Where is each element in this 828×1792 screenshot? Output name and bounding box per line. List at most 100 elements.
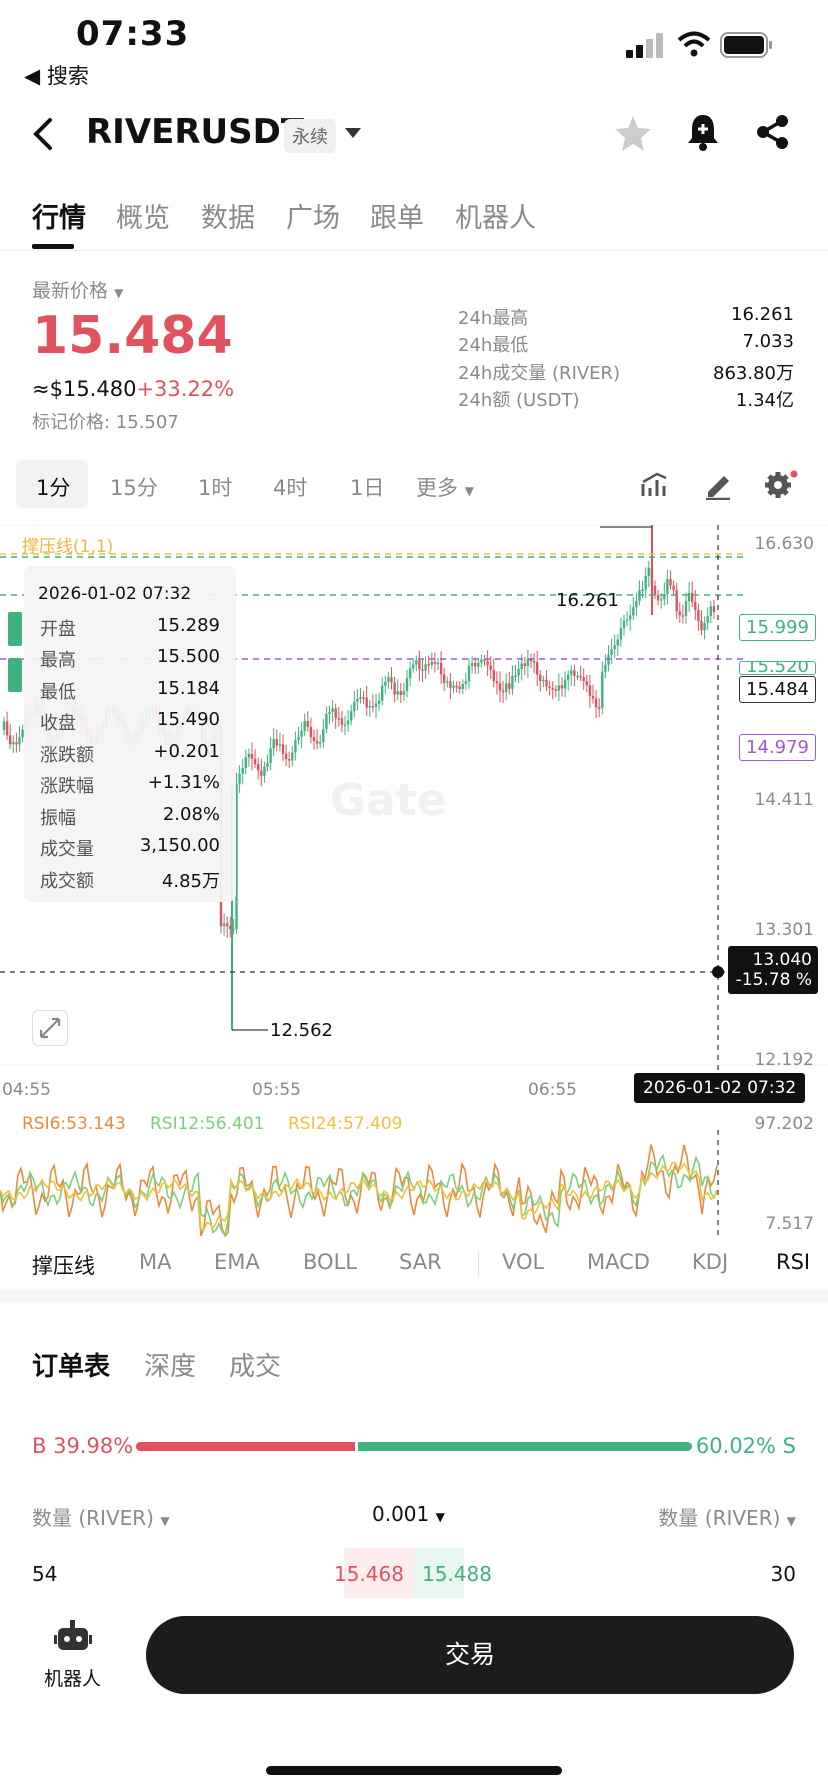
candle-body	[496, 681, 498, 683]
interval-more[interactable]: 更多 ▼	[416, 472, 474, 502]
candle-body	[700, 621, 702, 630]
qty-right-header[interactable]: 数量 (RIVER) ▼	[658, 1502, 796, 1531]
tooltip-row: 成交量 3,150.00	[40, 835, 220, 861]
robot-label[interactable]: 机器人	[44, 1664, 101, 1691]
candle-body	[310, 727, 312, 737]
back-to-search-link[interactable]: ◀ 搜索	[24, 60, 89, 90]
tab-data[interactable]: 数据	[201, 196, 255, 235]
fullscreen-button[interactable]	[32, 1010, 68, 1046]
candle-body	[462, 684, 464, 689]
sell-ratio-label: 60.02% S	[696, 1434, 796, 1458]
crosshair-time-tag: 2026-01-02 07:32	[634, 1073, 805, 1103]
candle-body	[486, 661, 488, 665]
candle-body	[586, 681, 588, 685]
candle-body	[564, 680, 566, 689]
watermark: Gate	[330, 775, 447, 826]
buy-ratio-fill	[136, 1442, 358, 1451]
draw-pencil-icon[interactable]	[704, 470, 732, 500]
tab-overview[interactable]: 概览	[116, 196, 170, 235]
candle-body	[688, 593, 690, 601]
ratio-bar	[136, 1442, 692, 1451]
last-price: 15.484	[32, 306, 233, 366]
usd-price: ≈$15.480	[32, 377, 136, 401]
ask-qty[interactable]: 30	[771, 1562, 796, 1586]
candle-body	[635, 601, 637, 607]
candle-body	[9, 735, 11, 744]
candle-body	[558, 685, 560, 690]
indicator-chart-icon[interactable]	[640, 470, 670, 500]
indicator-ma[interactable]: MA	[139, 1250, 171, 1274]
rsi-chart[interactable]	[0, 1130, 828, 1240]
trade-button[interactable]: 交易	[146, 1616, 794, 1694]
tab-trades[interactable]: 成交	[229, 1346, 281, 1383]
candle-body	[344, 724, 346, 726]
interval-1m[interactable]: 1分	[36, 472, 70, 502]
candle-body	[576, 676, 578, 678]
candle-body	[632, 607, 634, 615]
lower-level-tag[interactable]: 14.979	[739, 734, 816, 761]
indicator-boll[interactable]: BOLL	[303, 1250, 357, 1274]
tab-market[interactable]: 行情	[32, 196, 86, 235]
candle-body	[545, 680, 547, 687]
interval-1d[interactable]: 1日	[350, 472, 384, 502]
candle-body	[579, 676, 581, 678]
candle-body	[322, 729, 324, 742]
symbol-title[interactable]: RIVERUSDT	[86, 112, 304, 152]
interval-1h[interactable]: 1时	[198, 472, 232, 502]
candle-body	[449, 681, 451, 687]
tooltip-time: 2026-01-02 07:32	[38, 584, 191, 604]
stat-value: 16.261	[731, 304, 794, 325]
price-alert-icon[interactable]	[686, 112, 720, 152]
candle-body	[595, 698, 597, 707]
bid-price[interactable]: 15.468	[334, 1562, 404, 1586]
tab-bots[interactable]: 机器人	[455, 196, 536, 235]
interval-15m[interactable]: 15分	[110, 472, 158, 502]
robot-icon[interactable]	[54, 1620, 92, 1656]
tab-copy-trading[interactable]: 跟单	[370, 196, 424, 235]
qty-left-header[interactable]: 数量 (RIVER) ▼	[32, 1502, 170, 1531]
candle-body	[325, 714, 327, 729]
share-icon[interactable]	[756, 114, 790, 150]
candle-body	[682, 615, 684, 617]
candle-body	[533, 661, 535, 663]
symbol-dropdown-icon[interactable]	[344, 126, 362, 140]
precision-select[interactable]: 0.001 ▼	[372, 1502, 445, 1526]
candle-body	[338, 718, 340, 720]
candle-body	[511, 676, 513, 689]
candle-body	[641, 589, 643, 591]
candle-body	[362, 697, 364, 699]
interval-4h[interactable]: 4时	[273, 472, 307, 502]
indicator-sar[interactable]: SAR	[399, 1250, 442, 1274]
indicator-ema[interactable]: EMA	[214, 1250, 260, 1274]
wifi-icon	[676, 30, 712, 58]
candle-body	[552, 688, 554, 690]
section-divider	[0, 1290, 828, 1302]
tab-depth[interactable]: 深度	[144, 1346, 196, 1383]
upper-level-tag[interactable]: 15.999	[739, 614, 816, 641]
candle-body	[223, 923, 225, 926]
candle-body	[291, 752, 293, 760]
change-percent: +33.22%	[136, 377, 234, 401]
crosshair-price-tag: 13.040 -15.78 %	[728, 946, 818, 994]
candle-body	[493, 670, 495, 681]
candle-body	[428, 664, 430, 666]
favorite-star-icon[interactable]	[614, 114, 652, 152]
settings-gear-icon[interactable]	[764, 470, 798, 500]
y-tick: 16.630	[755, 534, 814, 554]
bid-qty[interactable]: 54	[32, 1562, 57, 1586]
candle-body	[437, 663, 439, 665]
indicator-macd[interactable]: MACD	[587, 1250, 650, 1274]
ask-price[interactable]: 15.488	[422, 1562, 492, 1586]
indicator-sr[interactable]: 撑压线	[32, 1250, 95, 1280]
candle-body	[452, 686, 454, 688]
candle-body	[570, 670, 572, 674]
candle-body	[679, 611, 681, 615]
indicator-vol[interactable]: VOL	[502, 1250, 544, 1274]
tab-order-book[interactable]: 订单表	[32, 1346, 110, 1383]
indicator-kdj[interactable]: KDJ	[692, 1250, 728, 1274]
latest-price-label[interactable]: 最新价格 ▼	[32, 276, 123, 303]
indicator-rsi[interactable]: RSI	[776, 1250, 810, 1274]
back-chevron-icon[interactable]	[30, 116, 56, 152]
tab-square[interactable]: 广场	[286, 196, 340, 235]
stat-label: 24h成交量 (RIVER)	[458, 359, 620, 385]
